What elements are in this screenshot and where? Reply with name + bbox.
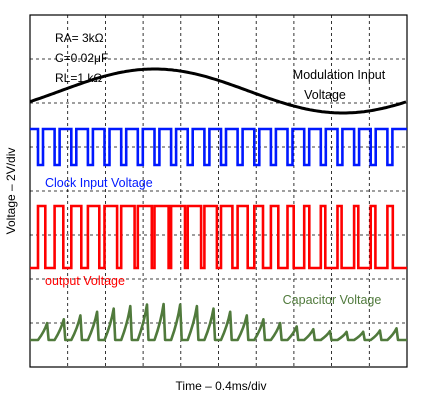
series-clock-input-voltage <box>30 127 407 167</box>
series-label-clock: Clock Input Voltage <box>45 176 153 190</box>
parameter-block: RA= 3kΩ C=0.02μF RL=1 kΩ <box>55 31 108 85</box>
series-label-modulation-line2: Voltage <box>304 88 346 102</box>
parameter-rl: RL=1 kΩ <box>55 71 102 85</box>
series-label-output: output Voltage <box>45 274 125 288</box>
series-label-modulation-line1: Modulation Input <box>293 68 386 82</box>
y-axis-label: Voltage – 2V/div <box>4 148 18 235</box>
parameter-ra: RA= 3kΩ <box>55 31 104 45</box>
series-modulation-input-voltage <box>29 67 407 115</box>
parameter-c: C=0.02μF <box>55 51 108 65</box>
traces <box>29 67 407 342</box>
series-label-capacitor: Capacitor Voltage <box>283 293 382 307</box>
series-output-voltage <box>30 204 407 270</box>
x-axis-label: Time – 0.4ms/div <box>176 379 267 393</box>
series-capacitor-voltage <box>30 302 407 342</box>
plot-frame <box>29 14 408 368</box>
